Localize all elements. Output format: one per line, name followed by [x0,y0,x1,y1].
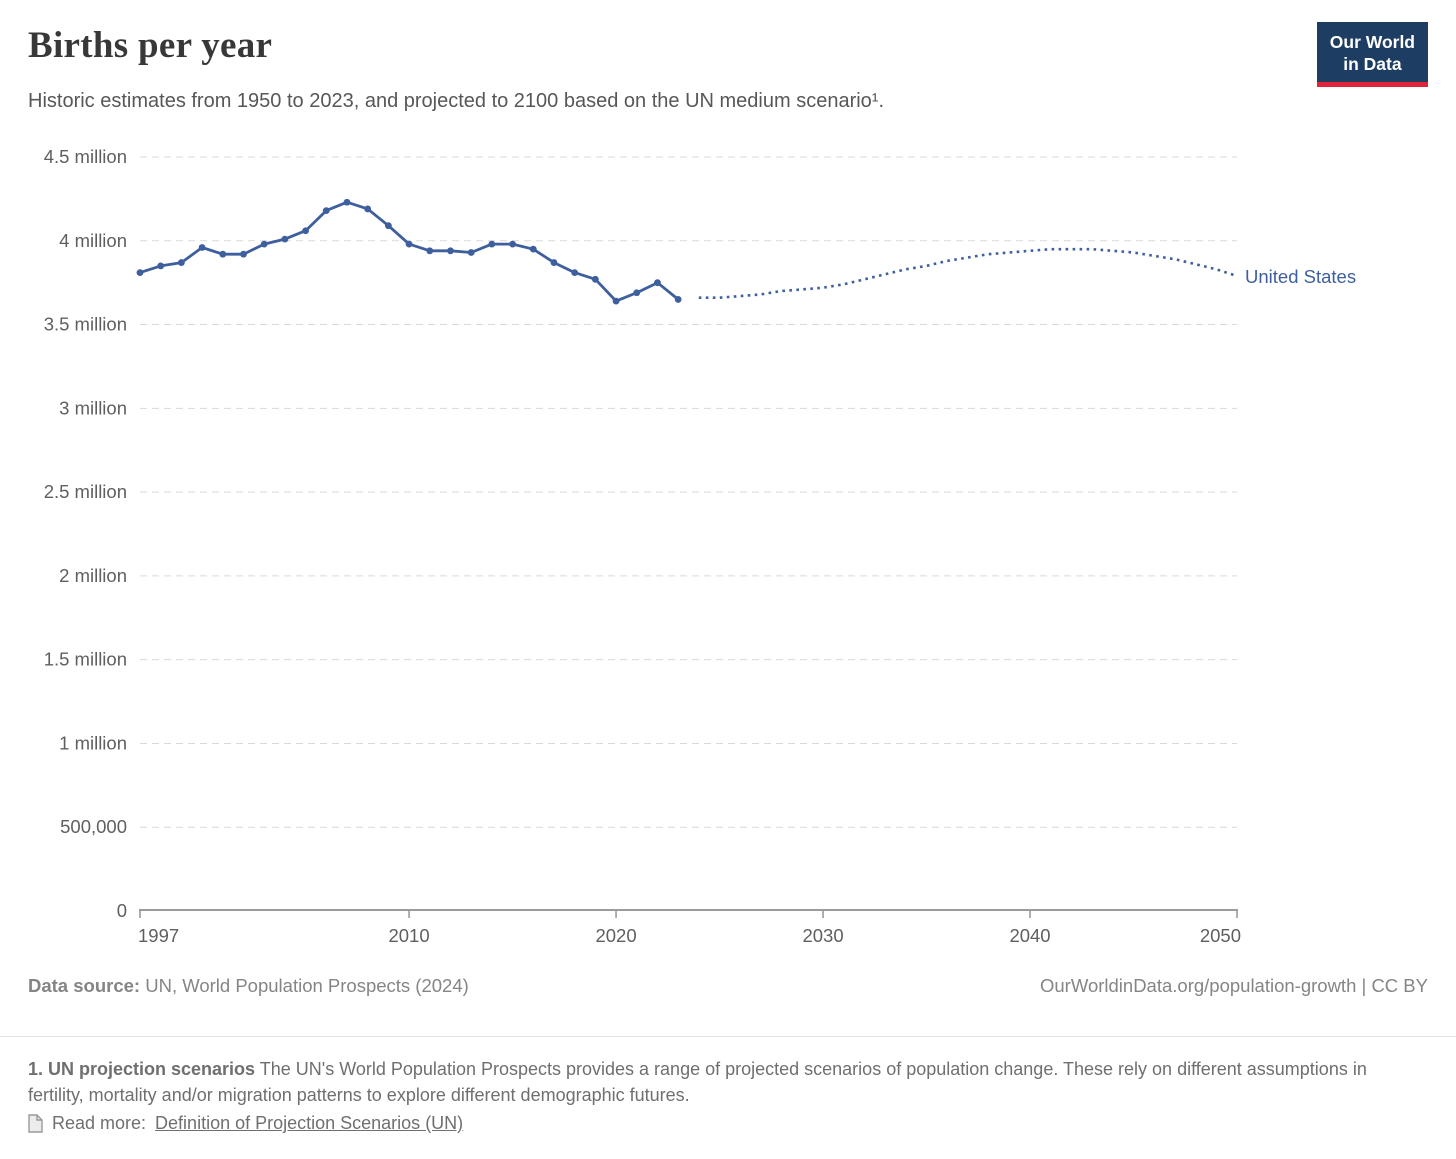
historic-data-point[interactable] [177,259,185,266]
y-tick-label: 0 [117,900,127,921]
y-tick-label: 2 million [59,565,127,586]
y-tick-label: 2.5 million [44,481,127,502]
owid-logo-line2: in Data [1343,54,1402,75]
readmore-link[interactable]: Definition of Projection Scenarios (UN) [155,1113,464,1133]
readmore-label: Read more: [52,1113,147,1133]
historic-data-point[interactable] [260,240,268,248]
historic-data-point[interactable] [157,262,165,270]
page-title: Births per year [28,25,273,66]
historic-data-point[interactable] [384,222,392,230]
document-icon [28,1113,43,1133]
y-tick-label: 3.5 million [44,314,127,335]
rights-text: OurWorldinData.org/population-growth | C… [1039,975,1428,996]
historic-data-point[interactable] [240,250,247,258]
x-tick-label: 1997 [138,925,179,946]
historic-data-point[interactable] [550,259,558,266]
x-tick-label: 2040 [1009,925,1050,946]
datasource-text: Data source: UN, World Population Prospe… [28,975,469,997]
datasource-label: Data source: [28,975,141,996]
footnote-block: 1. UN projection scenarios The UN's Worl… [28,1056,1368,1136]
historic-data-point[interactable] [447,247,454,255]
datasource-value: UN, World Population Prospects (2024) [145,975,469,996]
historic-data-point[interactable] [509,240,516,248]
historic-data-point[interactable] [364,205,372,213]
footnote-text: 1. UN projection scenarios The UN's Worl… [28,1056,1368,1108]
historic-data-point[interactable] [467,249,475,256]
historic-data-point[interactable] [198,244,206,251]
footnote-body: The UN's World Population Prospects prov… [28,1059,1367,1105]
datasource-row: Data source: UN, World Population Prospe… [28,975,1428,997]
historic-data-point[interactable] [654,279,661,287]
historic-data-point[interactable] [529,245,537,253]
historic-data-point[interactable] [136,269,144,277]
historic-data-point[interactable] [405,240,413,248]
historic-data-point[interactable] [343,198,351,206]
historic-data-point[interactable] [322,207,330,215]
x-tick-label: 2010 [388,925,429,946]
projection-line[interactable] [698,247,1238,300]
country-label: United States [1245,266,1356,287]
y-tick-label: 500,000 [60,816,127,837]
x-tick-label: 2030 [802,925,843,946]
y-tick-label: 1.5 million [44,649,127,670]
historic-data-point[interactable] [571,269,579,277]
y-tick-label: 4.5 million [44,146,127,167]
footer-divider [0,1036,1456,1037]
page-subtitle: Historic estimates from 1950 to 2023, an… [28,90,885,112]
births-line-chart: 0 500,000 1 million 1.5 million 2 million 2.5… [44,146,1356,946]
historic-data-point[interactable] [674,296,682,303]
historic-data-point[interactable] [591,275,599,283]
owid-logo-line1: Our World [1329,32,1415,52]
y-tick-label: 3 million [59,397,127,418]
historic-data-point[interactable] [281,235,289,243]
x-tick-label: 2050 [1200,925,1241,946]
historic-data-point[interactable] [612,297,620,305]
y-tick-label: 1 million [59,732,127,753]
readmore-row: Read more: Definition of Projection Scen… [28,1110,1368,1136]
historic-data-point[interactable] [426,247,434,255]
owid-logo[interactable]: Our World in Data [1316,22,1428,87]
footnote-heading: 1. UN projection scenarios [28,1059,256,1079]
historic-data-point[interactable] [633,289,641,297]
historic-data-point[interactable] [302,227,309,235]
historic-data-point[interactable] [219,250,227,258]
y-tick-label: 4 million [59,230,127,251]
historic-data-point[interactable] [488,240,496,248]
x-tick-label: 2020 [595,925,636,946]
